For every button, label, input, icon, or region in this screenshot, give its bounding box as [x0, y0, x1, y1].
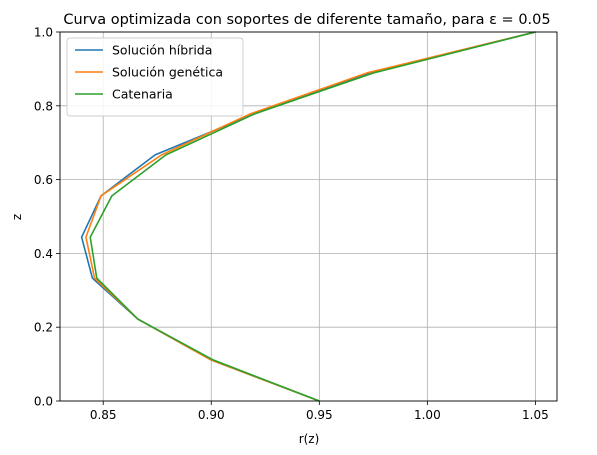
y-tick-label: 0.8 [34, 99, 53, 113]
x-axis-ticks: 0.85 0.90 0.95 1.00 1.05 [90, 401, 549, 422]
x-tick-label: 1.00 [414, 408, 441, 422]
legend-label-1: Solución híbrida [112, 43, 212, 58]
plot-series [80, 31, 536, 402]
plot-area-frame [59, 31, 558, 402]
legend: Solución híbrida Solución genética Catenar… [66, 37, 244, 117]
y-tick-label: 0.6 [34, 173, 53, 187]
legend-label-3: Catenaria [112, 87, 173, 102]
y-axis-ticks: 0.0 0.2 0.4 0.6 0.8 1.0 [34, 26, 60, 409]
y-tick-label: 0.4 [34, 247, 53, 261]
legend-label-2: Solución genética [112, 65, 223, 80]
x-tick-label: 0.95 [306, 408, 333, 422]
series-line-3 [89, 31, 536, 402]
y-tick-label: 0.2 [34, 321, 53, 335]
x-axis-label: r(z) [299, 432, 320, 446]
y-axis-label: z [10, 214, 24, 220]
chart-title: Curva optimizada con soportes de diferen… [63, 12, 550, 28]
y-tick-label: 1.0 [34, 26, 53, 40]
x-tick-label: 0.90 [198, 408, 225, 422]
x-tick-label: 0.85 [90, 408, 117, 422]
legend-box [66, 37, 244, 117]
y-tick-label: 0.0 [34, 395, 53, 409]
x-tick-label: 1.05 [522, 408, 549, 422]
